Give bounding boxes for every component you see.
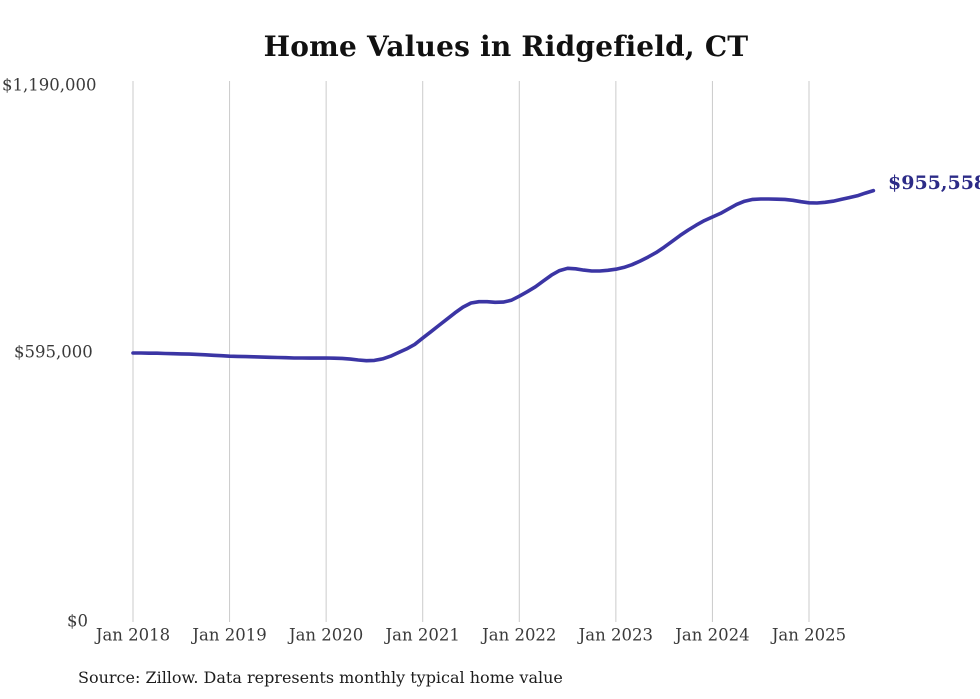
chart-title: Home Values in Ridgefield, CT (263, 30, 749, 63)
latest-value-label: $955,558 (888, 172, 980, 194)
x-axis-tick-label: Jan 2019 (192, 625, 267, 645)
x-axis-tick-label: Jan 2023 (578, 625, 654, 645)
x-axis-tick-label: Jan 2021 (385, 625, 460, 645)
source-note: Source: Zillow. Data represents monthly … (78, 668, 563, 687)
x-axis-tick-label: Jan 2018 (95, 625, 171, 645)
x-axis-tick-label: Jan 2025 (771, 625, 847, 645)
y-axis-tick-label: $0 (67, 611, 88, 631)
y-axis-tick-label: $1,190,000 (2, 75, 97, 95)
y-axis-tick-label: $595,000 (14, 342, 93, 362)
x-axis-tick-label: Jan 2020 (288, 625, 364, 645)
x-axis-tick-label: Jan 2024 (675, 625, 750, 645)
home-value-line-series (131, 188, 876, 363)
x-axis-tick-label: Jan 2022 (482, 625, 557, 645)
